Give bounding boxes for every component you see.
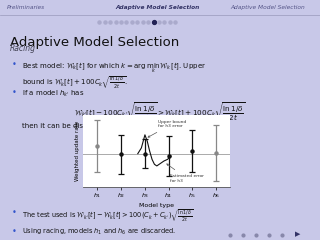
Text: Using racing, models $h_1$ and $h_6$ are discarded.: Using racing, models $h_1$ and $h_6$ are…	[22, 227, 176, 237]
Text: •: •	[12, 60, 17, 69]
Text: Estimated error
for h3: Estimated error for h3	[167, 164, 204, 183]
Text: ▶: ▶	[295, 232, 300, 238]
Text: Adaptive Model Selection: Adaptive Model Selection	[230, 6, 305, 10]
X-axis label: Model type: Model type	[139, 203, 174, 208]
Text: •: •	[12, 89, 17, 97]
Text: If a model $h_{k'}$ has: If a model $h_{k'}$ has	[22, 89, 85, 99]
Text: •: •	[12, 208, 17, 217]
Text: Preliminaries: Preliminaries	[6, 6, 44, 10]
Text: Adaptive Model Selection: Adaptive Model Selection	[115, 6, 199, 10]
Text: then it can be discarded.: then it can be discarded.	[22, 123, 109, 129]
Y-axis label: Weighted update rate: Weighted update rate	[76, 121, 80, 181]
Text: The test used is $\mathcal{W}_{k'}[t] - \mathcal{W}_k[t] > 100(C_k + C_{k'})\sqr: The test used is $\mathcal{W}_{k'}[t] - …	[22, 208, 194, 225]
Text: bound is $\mathcal{W}_k[t] + 100C_k\sqrt{\frac{\ln 1/\delta}{2t}}$.: bound is $\mathcal{W}_k[t] + 100C_k\sqrt…	[22, 74, 128, 90]
Text: Best model: $\mathcal{W}_k[t]$ for which $k = \arg\min_k \mathcal{W}_k[t]$. Uppe: Best model: $\mathcal{W}_k[t]$ for which…	[22, 60, 207, 75]
Text: Racing: Racing	[10, 44, 36, 53]
Text: Adaptive Model Selection: Adaptive Model Selection	[10, 36, 179, 49]
Text: •: •	[12, 227, 17, 236]
Text: $\mathcal{W}_{k'}[t] - 100C_{k'}\sqrt{\dfrac{\ln 1/\delta}{2t}} > \mathcal{W}_k[: $\mathcal{W}_{k'}[t] - 100C_{k'}\sqrt{\d…	[74, 101, 246, 123]
Text: Upper bound
for h3 error: Upper bound for h3 error	[148, 120, 186, 137]
